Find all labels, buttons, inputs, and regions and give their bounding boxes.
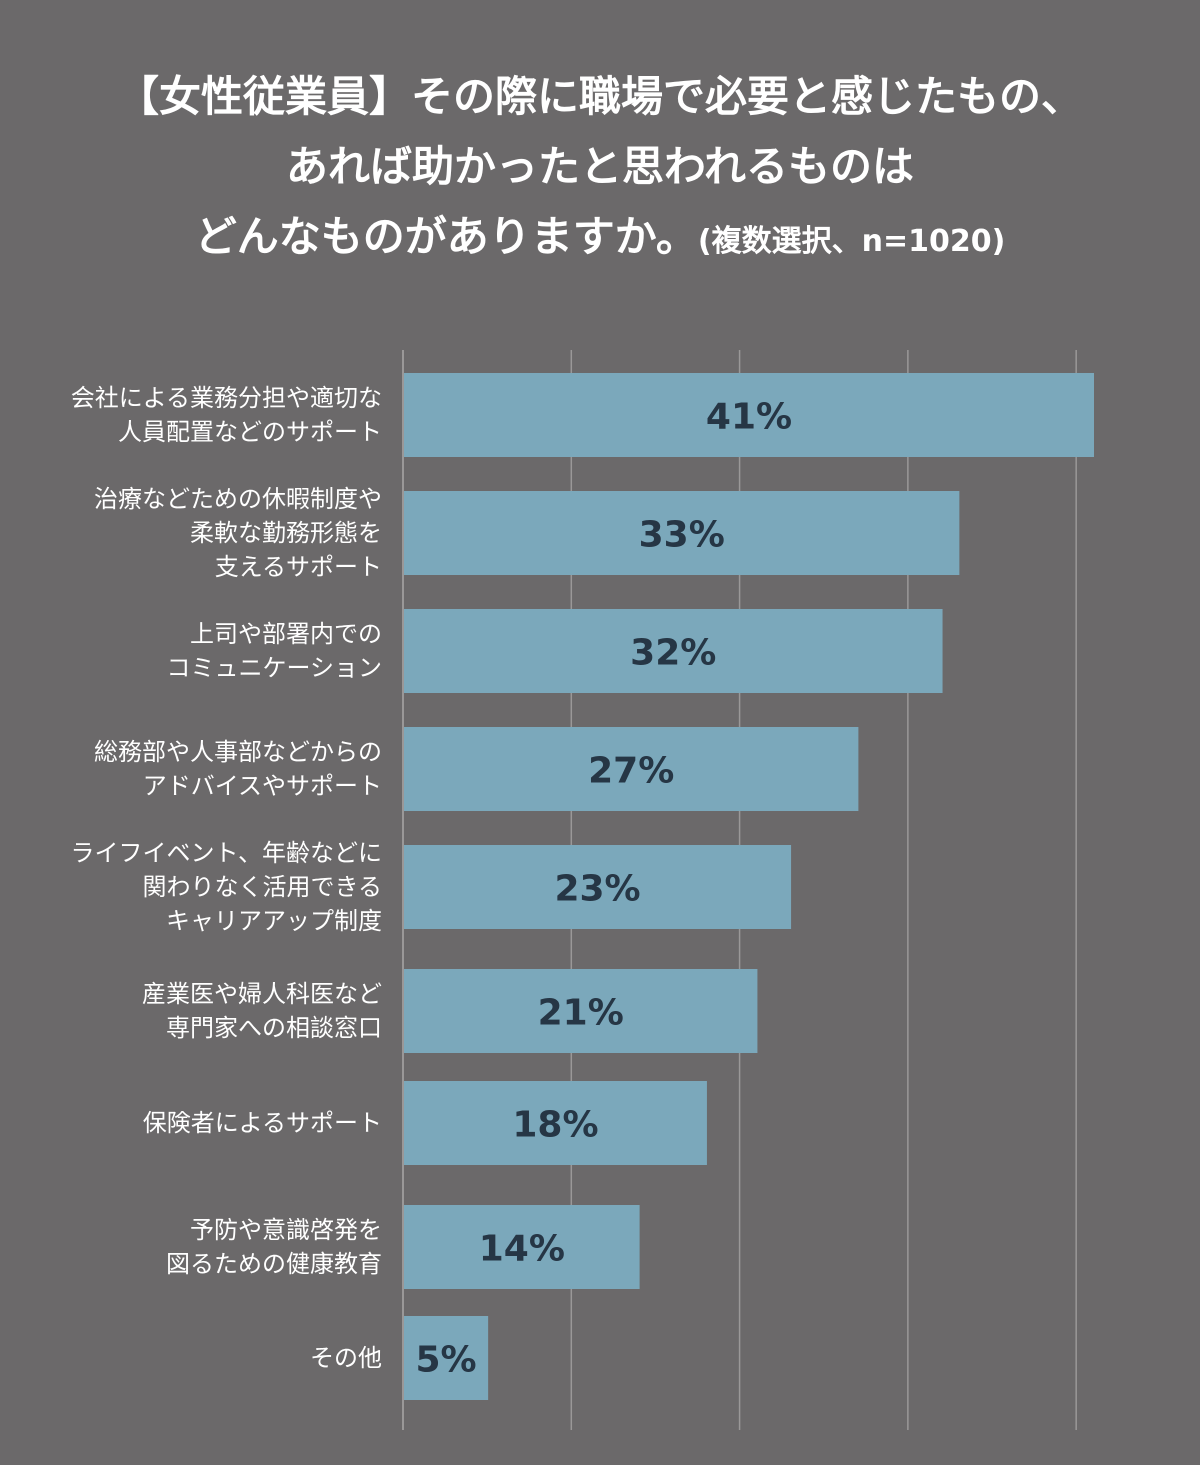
value-label: 32% bbox=[630, 633, 716, 674]
bar bbox=[404, 491, 960, 575]
category-label: 治療などための休暇制度や bbox=[94, 485, 382, 513]
value-label: 33% bbox=[639, 515, 725, 556]
category-label: 専門家への相談窓口 bbox=[166, 1014, 382, 1042]
category-label: 柔軟な勤務形態を bbox=[190, 519, 382, 547]
title-line-2: あれば助かったと思われるものは bbox=[286, 142, 914, 191]
title-line-3: どんなものがありますか。(複数選択、n=1020) bbox=[0, 202, 1200, 277]
category-label: 支えるサポート bbox=[215, 553, 382, 581]
bar bbox=[404, 1316, 489, 1400]
bar bbox=[404, 727, 859, 811]
value-label: 14% bbox=[479, 1229, 565, 1270]
bar bbox=[404, 609, 943, 693]
category-label: その他 bbox=[310, 1344, 382, 1372]
category-label: 人員配置などのサポート bbox=[118, 418, 382, 446]
category-label: 保険者によるサポート bbox=[143, 1109, 382, 1137]
category-label: 上司や部署内での bbox=[190, 620, 382, 648]
value-label: 23% bbox=[554, 869, 640, 910]
value-label: 21% bbox=[538, 993, 624, 1034]
title-line-3-text: どんなものがありますか。 bbox=[194, 212, 698, 261]
value-label: 5% bbox=[416, 1340, 477, 1381]
category-label: 関わりなく活用できる bbox=[142, 873, 382, 901]
category-label: 産業医や婦人科医など bbox=[142, 980, 382, 1008]
value-label: 18% bbox=[512, 1105, 598, 1146]
value-label: 27% bbox=[588, 751, 674, 792]
category-label: 総務部や人事部などからの bbox=[94, 738, 382, 766]
value-label: 41% bbox=[706, 397, 792, 438]
category-label: 図るための健康教育 bbox=[166, 1250, 382, 1278]
bar bbox=[404, 1081, 707, 1165]
chart-title: 【女性従業員】その際に職場で必要と感じたもの、 あれば助かったと思われるものは … bbox=[0, 62, 1200, 277]
category-label: 予防や意識啓発を bbox=[190, 1216, 382, 1244]
bar bbox=[404, 969, 758, 1053]
title-line-1: 【女性従業員】その際に職場で必要と感じたもの、 bbox=[116, 72, 1083, 121]
category-label: 会社による業務分担や適切な bbox=[71, 384, 382, 412]
title-note: (複数選択、n=1020) bbox=[697, 224, 1006, 259]
category-label: コミュニケーション bbox=[166, 654, 382, 682]
category-label: ライフイベント、年齢などに bbox=[70, 839, 382, 867]
bar bbox=[404, 845, 792, 929]
bar bbox=[404, 1205, 640, 1289]
bar bbox=[404, 373, 1094, 457]
category-label: キャリアアップ制度 bbox=[166, 907, 382, 935]
category-label: アドバイスやサポート bbox=[143, 772, 382, 800]
